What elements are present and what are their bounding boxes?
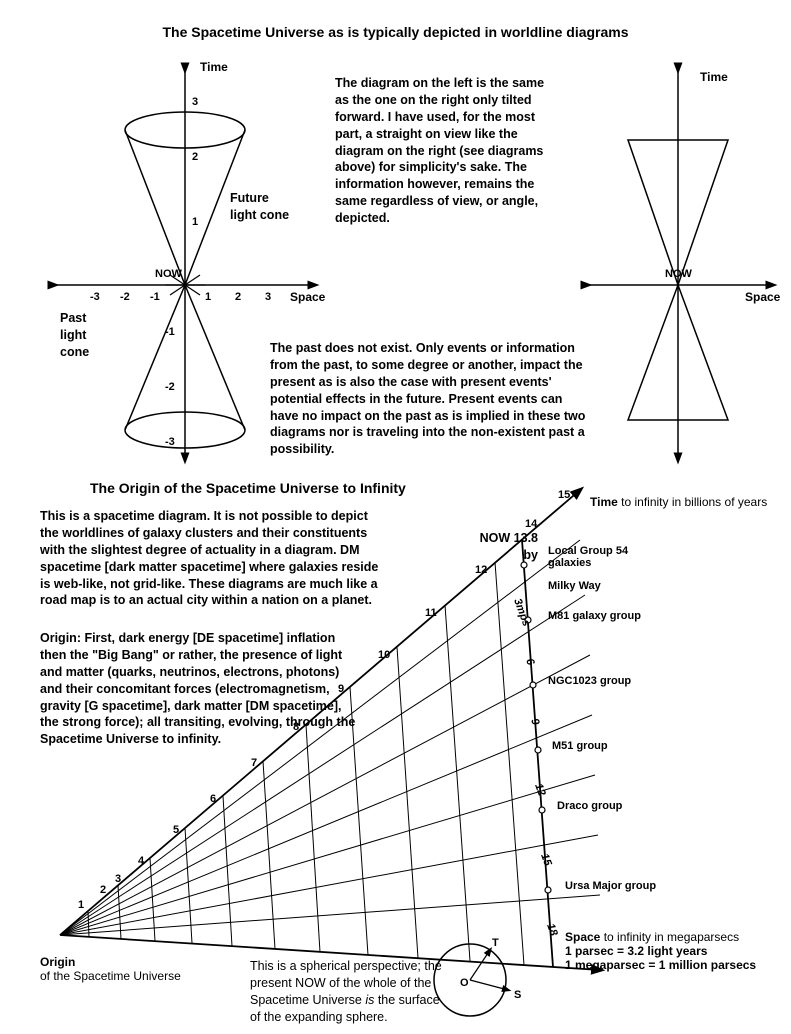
svg-text:-3: -3 xyxy=(90,291,100,303)
svg-text:O: O xyxy=(460,977,469,989)
svg-text:-3: -3 xyxy=(165,436,175,448)
galaxy-m81: M81 galaxy group xyxy=(548,610,641,622)
future-cone-label: Future light cone xyxy=(230,190,290,224)
svg-text:3: 3 xyxy=(192,96,198,108)
top-section: -3 -2 -1 1 2 3 3 2 1 -1 -2 -3 Time Space… xyxy=(0,40,791,480)
time-axis-caption: Time to infinity in billions of years xyxy=(590,495,767,509)
now-label-left: NOW xyxy=(155,268,182,280)
svg-text:1: 1 xyxy=(192,216,198,228)
svg-text:1: 1 xyxy=(78,899,84,911)
now-label-right: NOW xyxy=(665,268,692,280)
right-cone-diagram xyxy=(578,60,783,470)
svg-text:-1: -1 xyxy=(165,326,175,338)
svg-text:15: 15 xyxy=(538,852,554,868)
galaxy-local-group: Local Group 54 galaxies xyxy=(548,545,668,569)
svg-text:7: 7 xyxy=(251,757,257,769)
time-axis-label: Time xyxy=(200,60,228,74)
svg-text:14: 14 xyxy=(525,518,538,530)
svg-text:12: 12 xyxy=(475,564,487,576)
bottom-section: The Origin of the Spacetime Universe to … xyxy=(0,480,791,1034)
origin-caption: Origin of the Spacetime Universe xyxy=(40,955,181,983)
svg-text:11: 11 xyxy=(425,607,437,619)
svg-text:5: 5 xyxy=(173,824,179,836)
svg-text:4: 4 xyxy=(138,855,145,867)
svg-text:9: 9 xyxy=(338,683,344,695)
svg-text:-2: -2 xyxy=(120,291,130,303)
svg-text:1: 1 xyxy=(205,291,211,303)
svg-text:10: 10 xyxy=(378,649,390,661)
space-axis-label-left: Space xyxy=(290,290,325,304)
galaxy-ngc1023: NGC1023 group xyxy=(548,675,631,687)
svg-text:15: 15 xyxy=(558,489,570,501)
page-title: The Spacetime Universe as is typically d… xyxy=(0,0,791,40)
galaxy-m51: M51 group xyxy=(552,740,608,752)
svg-text:6: 6 xyxy=(523,657,537,668)
svg-text:2: 2 xyxy=(100,884,106,896)
svg-text:3mps: 3mps xyxy=(511,597,532,628)
svg-text:3: 3 xyxy=(265,291,271,303)
svg-text:-1: -1 xyxy=(150,291,160,303)
past-cone-label: Past light cone xyxy=(60,310,110,361)
top-paragraph-1: The diagram on the left is the same as t… xyxy=(335,75,560,227)
space-axis-label-right: Space xyxy=(745,290,780,304)
svg-text:8: 8 xyxy=(293,721,299,733)
galaxy-milky-way: Milky Way xyxy=(548,580,601,592)
svg-text:T: T xyxy=(492,937,499,949)
galaxy-ursa: Ursa Major group xyxy=(565,880,656,892)
svg-text:2: 2 xyxy=(235,291,241,303)
space-axis-caption: Space to infinity in megaparsecs 1 parse… xyxy=(565,930,785,972)
svg-text:2: 2 xyxy=(192,151,198,163)
svg-text:12: 12 xyxy=(532,782,547,798)
svg-text:-2: -2 xyxy=(165,381,175,393)
svg-text:6: 6 xyxy=(210,793,216,805)
svg-text:3: 3 xyxy=(115,873,121,885)
galaxy-draco: Draco group xyxy=(557,800,622,812)
svg-text:18: 18 xyxy=(544,922,560,938)
now-marker: NOW 13.8 by xyxy=(478,530,538,564)
time-axis-label-right: Time xyxy=(700,70,728,84)
top-paragraph-2: The past does not exist. Only events or … xyxy=(270,340,590,458)
svg-text:S: S xyxy=(514,989,521,1001)
sphere-caption: This is a spherical perspective; the pre… xyxy=(250,958,450,1026)
